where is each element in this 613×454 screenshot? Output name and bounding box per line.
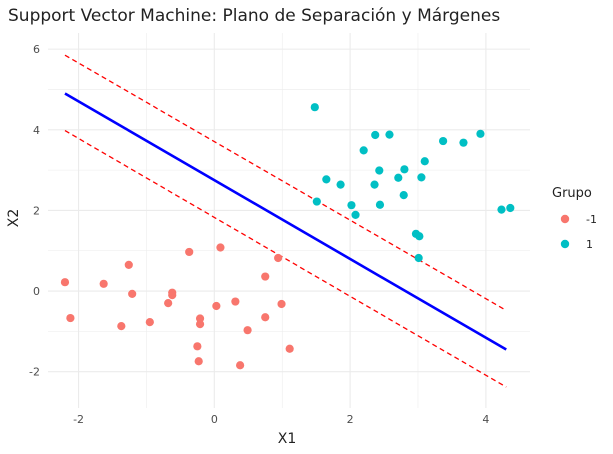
- x-tick-label: -2: [73, 413, 84, 426]
- data-point-group-1: [351, 210, 360, 219]
- data-point-group-neg1: [66, 313, 75, 323]
- legend-title: Grupo: [552, 186, 592, 201]
- legend-label-neg: -1: [586, 213, 597, 226]
- data-point-group-neg1: [261, 313, 270, 322]
- data-point-group-1: [414, 253, 423, 263]
- data-point-group-1: [385, 130, 394, 139]
- data-point-group-neg1: [194, 357, 203, 366]
- margin-upper-line: [64, 54, 507, 311]
- data-point-group-neg1: [243, 326, 252, 335]
- data-point-group-1: [400, 165, 409, 174]
- y-tick-label: 6: [33, 43, 40, 56]
- data-point-group-neg1: [60, 278, 70, 287]
- data-point-group-neg1: [193, 342, 202, 351]
- x-tick-label: 4: [482, 413, 489, 426]
- y-tick-label: -2: [29, 366, 40, 379]
- data-point-group-neg1: [164, 299, 173, 308]
- data-point-group-1: [459, 138, 468, 147]
- data-point-group-1: [375, 200, 385, 209]
- data-point-group-neg1: [212, 301, 221, 311]
- legend-label-pos: 1: [586, 238, 593, 251]
- chart-title: Support Vector Machine: Plano de Separac…: [8, 6, 501, 26]
- y-tick-label: 0: [33, 285, 40, 298]
- data-point-group-neg1: [236, 361, 245, 370]
- data-point-group-1: [399, 190, 408, 200]
- data-point-group-neg1: [216, 243, 225, 252]
- y-axis-title: X2: [6, 209, 22, 228]
- x-tick-label: 2: [347, 413, 354, 426]
- separation-lines: [64, 54, 507, 388]
- tick-labels: -2 0 2 4 -2 0 2 4 6: [29, 43, 489, 426]
- data-point-group-neg1: [168, 290, 177, 300]
- data-point-group-neg1: [99, 279, 108, 288]
- data-point-group-neg1: [185, 247, 194, 257]
- data-point-group-1: [375, 166, 384, 175]
- data-point-group-neg1: [261, 272, 270, 281]
- legend-swatch-neg: [560, 214, 570, 224]
- hyperplane-line: [64, 92, 507, 351]
- data-point-group-1: [359, 146, 368, 155]
- data-point-group-1: [497, 205, 506, 214]
- data-point-group-1: [310, 103, 319, 112]
- data-point-group-1: [370, 180, 379, 189]
- data-point-group-1: [506, 203, 515, 213]
- data-point-group-1: [312, 197, 321, 206]
- data-point-group-neg1: [128, 289, 137, 298]
- margin-lower-line: [64, 130, 507, 388]
- data-point-group-neg1: [285, 344, 294, 353]
- data-point-group-1: [347, 201, 356, 210]
- data-point-group-neg1: [277, 299, 286, 309]
- data-point-group-neg1: [231, 297, 240, 306]
- data-point-group-neg1: [145, 318, 154, 327]
- legend: Grupo -1 1: [552, 186, 597, 251]
- data-point-group-neg1: [195, 320, 205, 329]
- data-point-group-neg1: [124, 260, 133, 269]
- data-point-group-1: [394, 173, 403, 182]
- data-point-group-1: [322, 175, 331, 184]
- data-point-group-1: [371, 130, 380, 140]
- x-tick-label: 0: [211, 413, 218, 426]
- y-tick-label: 4: [33, 124, 40, 137]
- x-axis-title: X1: [278, 431, 297, 447]
- data-points: [60, 103, 515, 370]
- data-point-group-1: [439, 136, 448, 146]
- data-point-group-1: [420, 157, 429, 166]
- data-point-group-1: [476, 129, 485, 138]
- data-point-group-1: [415, 232, 424, 241]
- data-point-group-neg1: [117, 322, 126, 331]
- legend-swatch-pos: [560, 239, 570, 249]
- data-point-group-1: [417, 173, 426, 182]
- data-point-group-neg1: [195, 314, 205, 323]
- y-tick-label: 2: [33, 204, 40, 217]
- data-point-group-1: [336, 180, 345, 189]
- data-point-group-neg1: [274, 253, 283, 263]
